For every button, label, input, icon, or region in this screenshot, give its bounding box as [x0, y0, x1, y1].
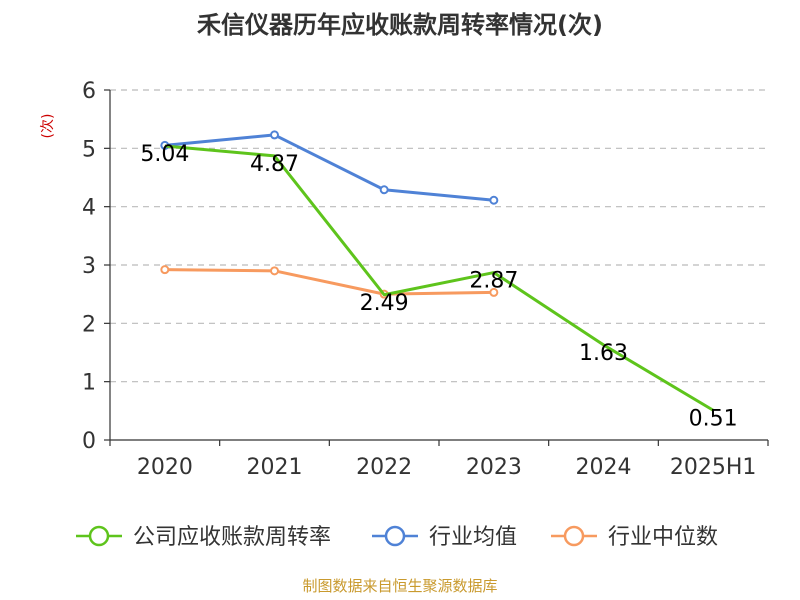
- y-tick-label: 2: [82, 312, 96, 337]
- x-tick-label: 2025H1: [670, 455, 757, 480]
- legend-item-1[interactable]: 行业均值: [372, 525, 517, 550]
- data-point: [160, 265, 170, 275]
- legend-label: 公司应收账款周转率: [133, 525, 331, 550]
- data-label: 4.87: [250, 152, 299, 177]
- source-note: 制图数据来自恒生聚源数据库: [302, 577, 497, 595]
- y-tick-labels: 0 1 2 3 4 5 6: [82, 79, 96, 454]
- data-point: [489, 195, 499, 205]
- data-label: 2.87: [469, 269, 518, 294]
- data-labels: 5.04 4.87 2.49 2.87 1.63 0.51: [140, 142, 737, 431]
- x-tick-label: 2020: [137, 455, 193, 480]
- axes: [104, 89, 769, 446]
- y-tick-label: 6: [82, 79, 96, 104]
- legend-item-0[interactable]: 公司应收账款周转率: [76, 525, 331, 550]
- y-tick-label: 5: [82, 137, 96, 162]
- legend-marker: [384, 525, 406, 547]
- y-axis-label: (次): [40, 114, 56, 139]
- series-line-2: [164, 268, 494, 296]
- data-point: [379, 185, 389, 195]
- x-tick-label: 2024: [576, 455, 632, 480]
- data-label: 5.04: [140, 142, 189, 167]
- legend-label: 行业中位数: [608, 525, 718, 550]
- data-point: [270, 266, 279, 276]
- legend-marker: [563, 525, 585, 547]
- chart-title: 禾信仪器历年应收账款周转率情况(次): [197, 11, 603, 39]
- series-line-0: [164, 144, 714, 412]
- legend-item-2[interactable]: 行业中位数: [551, 525, 718, 550]
- y-tick-label: 1: [82, 371, 96, 396]
- x-tick-labels: 2020 2021 2022 2023 2024 2025H1: [137, 455, 757, 480]
- data-label: 2.49: [360, 291, 409, 316]
- data-point: [489, 287, 499, 297]
- gridlines: [110, 89, 768, 383]
- y-tick-label: 0: [82, 429, 96, 454]
- data-label: 1.63: [579, 341, 628, 366]
- x-tick-label: 2022: [356, 455, 412, 480]
- data-label: 0.51: [689, 406, 738, 431]
- x-tick-label: 2023: [466, 455, 522, 480]
- data-point: [270, 130, 279, 140]
- legend[interactable]: 公司应收账款周转率 行业均值 行业中位数: [76, 525, 718, 550]
- legend-marker: [88, 525, 110, 547]
- y-tick-label: 3: [82, 254, 96, 279]
- series-lines: [160, 130, 714, 412]
- legend-label: 行业均值: [429, 525, 517, 550]
- x-tick-label: 2021: [247, 455, 303, 480]
- y-tick-label: 4: [82, 196, 96, 221]
- series-line-1: [164, 133, 494, 202]
